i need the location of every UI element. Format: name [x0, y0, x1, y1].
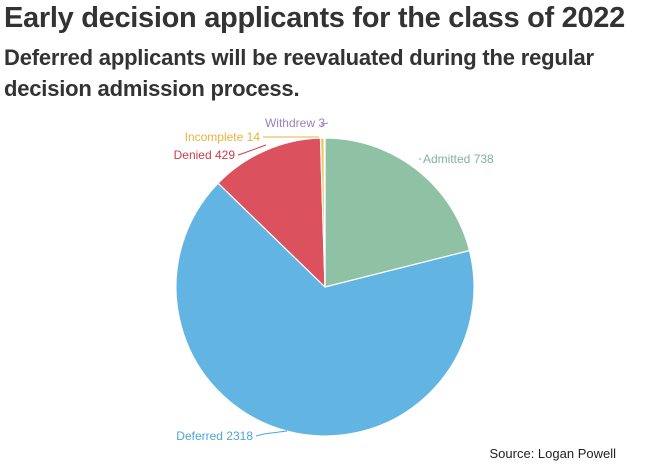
slice-label-deferred: Deferred 2318 — [176, 429, 253, 443]
leader-line-withdrew — [321, 122, 329, 126]
slice-label-withdrew: Withdrew 3 — [265, 116, 325, 130]
pie-labels: Admitted 738 Deferred 2318 Denied 429 Incom… — [174, 116, 494, 443]
source-note: Source: Logan Powell — [489, 446, 616, 461]
chart-subtitle: Deferred applicants will be reevaluated … — [4, 45, 594, 101]
pie-slice-admitted — [324, 137, 471, 288]
slice-label-admitted: Admitted 738 — [423, 152, 494, 166]
pie-slice-withdrew — [323, 137, 326, 288]
leader-line-denied — [237, 144, 267, 156]
leader-line-deferred — [255, 430, 288, 437]
slice-label-incomplete: Incomplete 14 — [185, 130, 261, 144]
slice-label-denied: Denied 429 — [174, 148, 236, 162]
pie-slices — [175, 137, 475, 437]
chart-title: Early decision applicants for the class … — [4, 2, 625, 34]
pie-slice-denied — [217, 137, 326, 288]
